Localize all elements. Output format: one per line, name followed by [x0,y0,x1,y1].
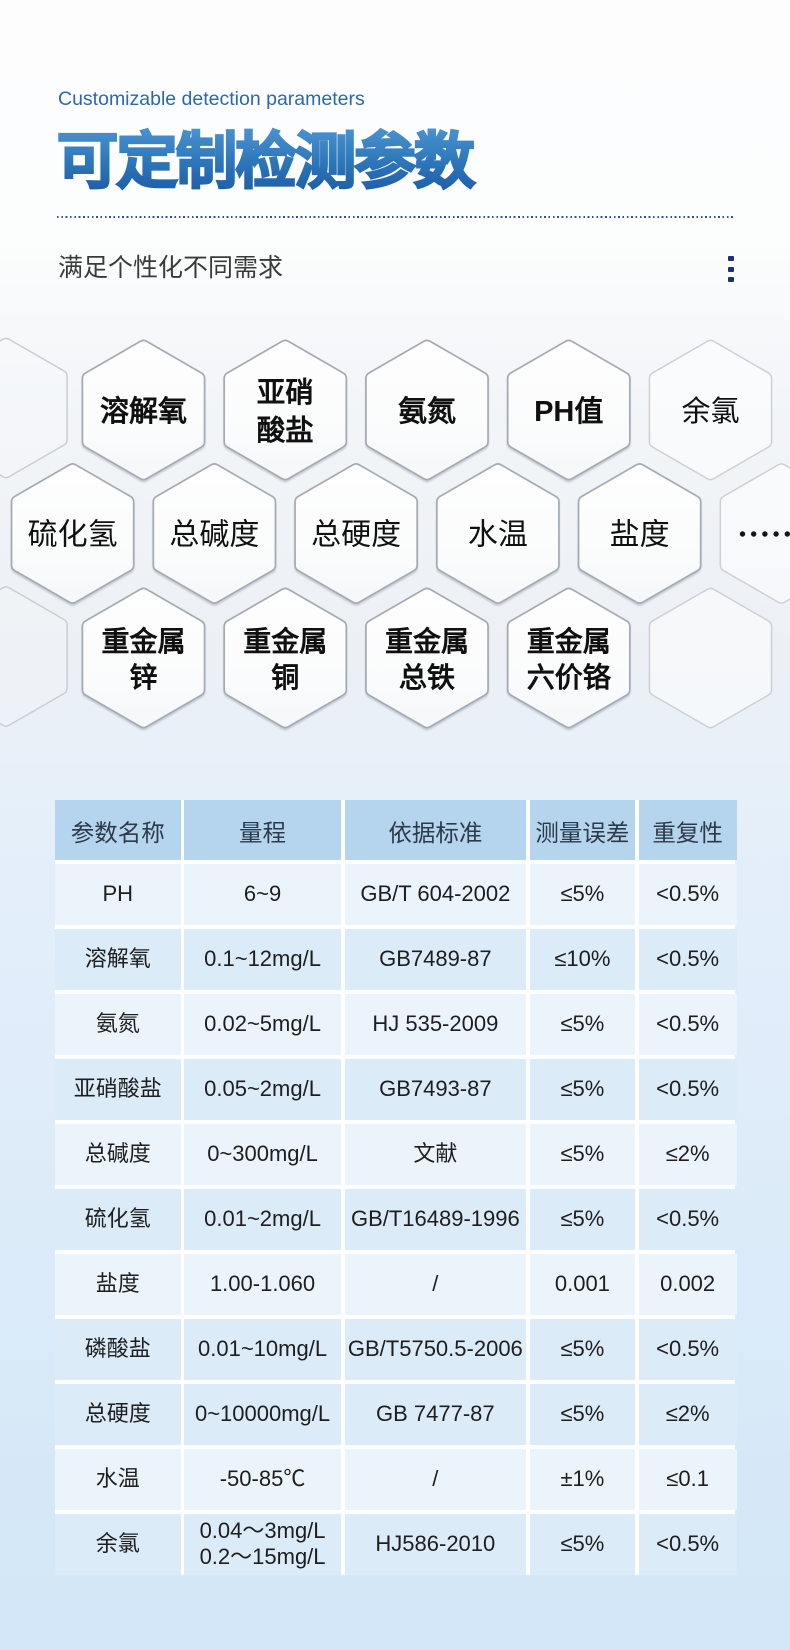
svg-text:铜: 铜 [271,662,299,693]
svg-text:重金属: 重金属 [243,625,327,657]
svg-text:氨氮: 氨氮 [398,395,456,428]
svg-text:总硬度: 总硬度 [311,519,401,552]
svg-text:水温: 水温 [468,519,528,552]
svg-text:总铁: 总铁 [399,662,455,693]
svg-text:可定制检测参数: 可定制检测参数 [57,127,475,195]
svg-text:盐度: 盐度 [610,519,670,552]
svg-text:硫化氢: 硫化氢 [28,519,118,552]
svg-text:锌: 锌 [129,662,157,693]
svg-text:总碱度: 总碱度 [169,519,259,552]
svg-text:余氯: 余氯 [681,395,739,428]
svg-text:亚硝: 亚硝 [257,377,314,409]
svg-text:酸盐: 酸盐 [257,415,314,447]
svg-text:重金属: 重金属 [385,625,469,657]
svg-text:重金属: 重金属 [527,625,611,657]
svg-text:重金属: 重金属 [101,625,185,657]
svg-text:六价铬: 六价铬 [527,661,612,693]
svg-text:PH值: PH值 [534,395,603,428]
svg-text:溶解氧: 溶解氧 [100,394,187,428]
